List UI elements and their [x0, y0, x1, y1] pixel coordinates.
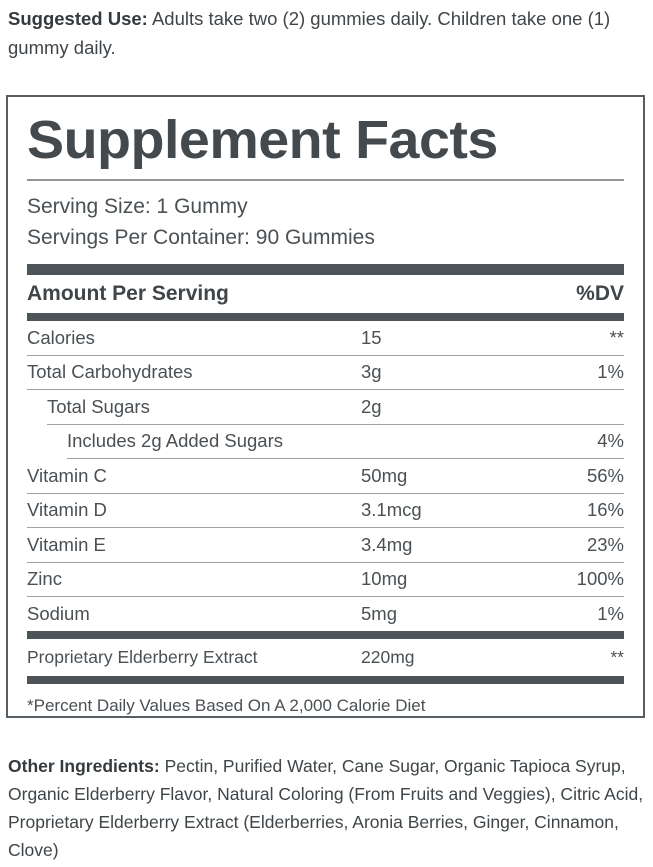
nutrient-dv: 100% — [576, 568, 624, 589]
nutrient-amount: 15 — [361, 326, 382, 348]
proprietary-amount: 220mg — [361, 646, 415, 667]
serving-size: Serving Size: 1 Gummy — [27, 195, 248, 218]
nutrient-name: Includes 2g Added Sugars — [67, 430, 283, 451]
other-ingredients-block: Other Ingredients: Pectin, Purified Wate… — [8, 752, 653, 864]
servings-per-container: Servings Per Container: 90 Gummies — [27, 226, 375, 249]
nutrient-row: Zinc 10mg 100% — [27, 563, 624, 597]
nutrient-amount: 10mg — [361, 568, 408, 589]
nutrient-amount: 5mg — [361, 602, 397, 624]
nutrient-dv: ** — [609, 326, 624, 348]
nutrient-amount: 3.1mcg — [361, 499, 422, 520]
nutrient-row: Total Carbohydrates 3g 1% — [27, 356, 624, 390]
nutrient-row: Includes 2g Added Sugars 4% — [67, 425, 624, 459]
nutrient-amount: 2g — [361, 395, 382, 417]
other-ingredients-text: Pectin, Purified Water, Cane Sugar, Orga… — [8, 756, 644, 860]
nutrient-dv: 1% — [597, 602, 624, 624]
other-ingredients-label: Other Ingredients: — [8, 756, 160, 776]
nutrient-row: Vitamin E 3.4mg 23% — [27, 528, 624, 563]
nutrient-row: Sodium 5mg 1% — [27, 597, 624, 631]
serving-info: Serving Size: 1 Gummy Servings Per Conta… — [27, 191, 624, 253]
nutrient-name: Total Sugars — [47, 395, 150, 417]
daily-value-footnote: *Percent Daily Values Based On A 2,000 C… — [27, 695, 426, 715]
header-rule-top — [27, 264, 624, 275]
nutrient-amount: 3g — [361, 361, 382, 382]
nutrient-row: Total Sugars 2g — [47, 390, 624, 425]
nutrient-name: Vitamin E — [27, 533, 106, 555]
title-divider — [27, 179, 624, 181]
amount-per-serving-header: Amount Per Serving %DV — [27, 275, 624, 313]
percent-dv-label: %DV — [576, 282, 624, 305]
header-rule-bottom — [27, 313, 624, 321]
nutrient-row: Vitamin C 50mg 56% — [27, 459, 624, 494]
nutrient-name: Calories — [27, 326, 95, 348]
nutrient-name: Sodium — [27, 602, 90, 624]
panel-title: Supplement Facts — [27, 110, 498, 170]
proprietary-row: Proprietary Elderberry Extract 220mg ** — [27, 639, 624, 676]
nutrient-name: Zinc — [27, 568, 62, 589]
nutrient-name: Vitamin D — [27, 499, 107, 520]
amount-per-serving-label: Amount Per Serving — [27, 282, 229, 305]
proprietary-rule-bottom — [27, 675, 624, 684]
nutrient-row: Vitamin D 3.1mcg 16% — [27, 494, 624, 528]
nutrient-name: Total Carbohydrates — [27, 361, 193, 382]
nutrient-row: Calories 15 ** — [27, 321, 624, 356]
proprietary-dv: ** — [610, 646, 624, 667]
nutrient-dv: 16% — [586, 499, 624, 520]
proprietary-rule-top — [27, 630, 624, 639]
nutrient-dv: 23% — [586, 533, 624, 555]
suggested-use-text: Adults take two (2) gummies daily. Child… — [8, 8, 611, 58]
nutrient-name: Vitamin C — [27, 464, 107, 486]
suggested-use-label: Suggested Use: — [8, 8, 148, 29]
nutrient-rows: Calories 15 ** Total Carbohydrates 3g 1% Total… — [27, 321, 624, 631]
supplement-facts-panel: Supplement Facts Serving Size: 1 Gummy S… — [6, 95, 645, 718]
nutrient-dv: 1% — [597, 361, 624, 382]
proprietary-name: Proprietary Elderberry Extract — [27, 646, 258, 667]
nutrient-amount: 3.4mg — [361, 533, 413, 555]
suggested-use-block: Suggested Use: Adults take two (2) gummi… — [8, 4, 648, 62]
nutrient-dv: 56% — [586, 464, 624, 486]
nutrient-dv: 4% — [597, 430, 624, 451]
nutrient-amount: 50mg — [361, 464, 408, 486]
